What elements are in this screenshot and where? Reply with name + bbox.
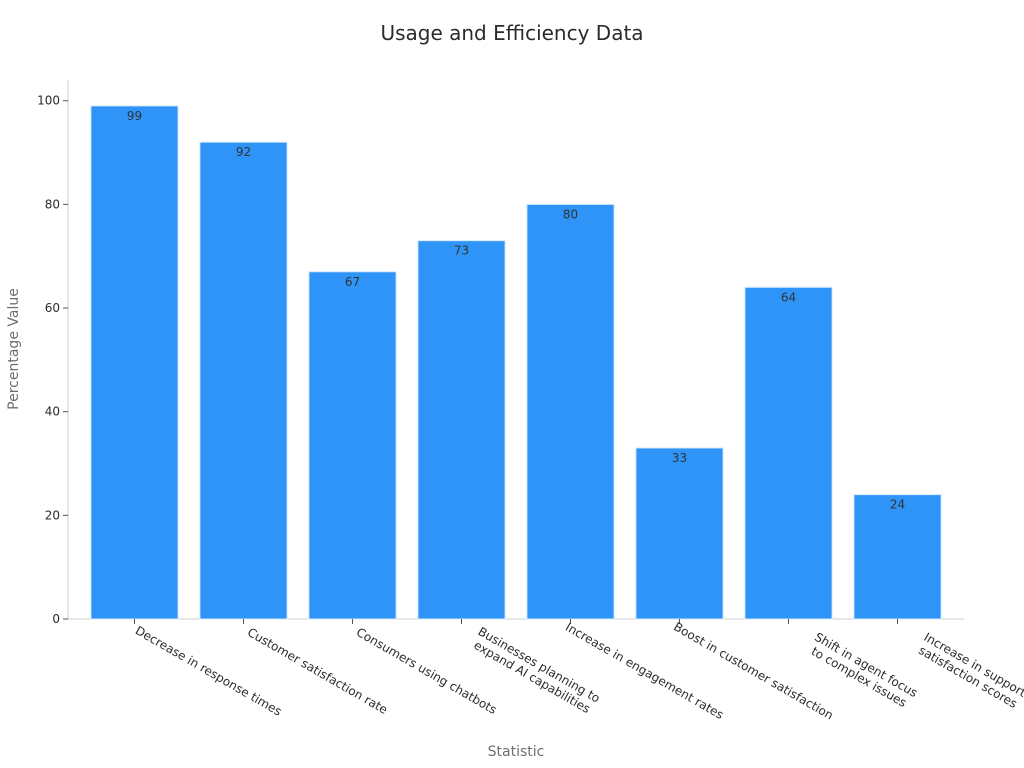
x-tick-label: Shift in agent focusto complex issues — [805, 630, 920, 712]
bar-value-label: 64 — [781, 290, 796, 304]
bar — [635, 447, 724, 620]
y-tick-label: 100 — [37, 94, 60, 108]
y-tick-label: 60 — [45, 301, 60, 315]
bars-group: 99 92 67 73 80 33 64 24 — [90, 105, 942, 620]
x-axis-label: Statistic — [488, 744, 545, 760]
bar — [90, 105, 179, 620]
bar-value-label: 24 — [890, 498, 905, 512]
bar — [853, 494, 942, 620]
bar-value-label: 92 — [236, 145, 251, 159]
bar — [199, 141, 288, 620]
y-axis-label: Percentage Value — [6, 288, 22, 410]
y-tick-label: 80 — [45, 197, 60, 211]
bar — [417, 240, 506, 620]
y-axis-ticks: 0 20 40 60 80 100 — [37, 94, 68, 626]
chart-title: Usage and Efficiency Data — [380, 21, 643, 45]
y-tick-label: 40 — [45, 405, 60, 419]
bar-value-label: 67 — [345, 275, 360, 289]
y-tick-label: 20 — [45, 508, 60, 522]
x-tick-label: Increase in supportsatisfaction scores — [915, 630, 1024, 712]
bar-value-label: 99 — [127, 109, 142, 123]
bar — [526, 203, 615, 620]
bar-value-label: 33 — [672, 451, 687, 465]
bar — [744, 286, 833, 620]
bar-value-label: 80 — [563, 207, 578, 221]
bar — [308, 271, 397, 620]
bar-value-label: 73 — [454, 244, 469, 258]
y-tick-label: 0 — [52, 612, 60, 626]
